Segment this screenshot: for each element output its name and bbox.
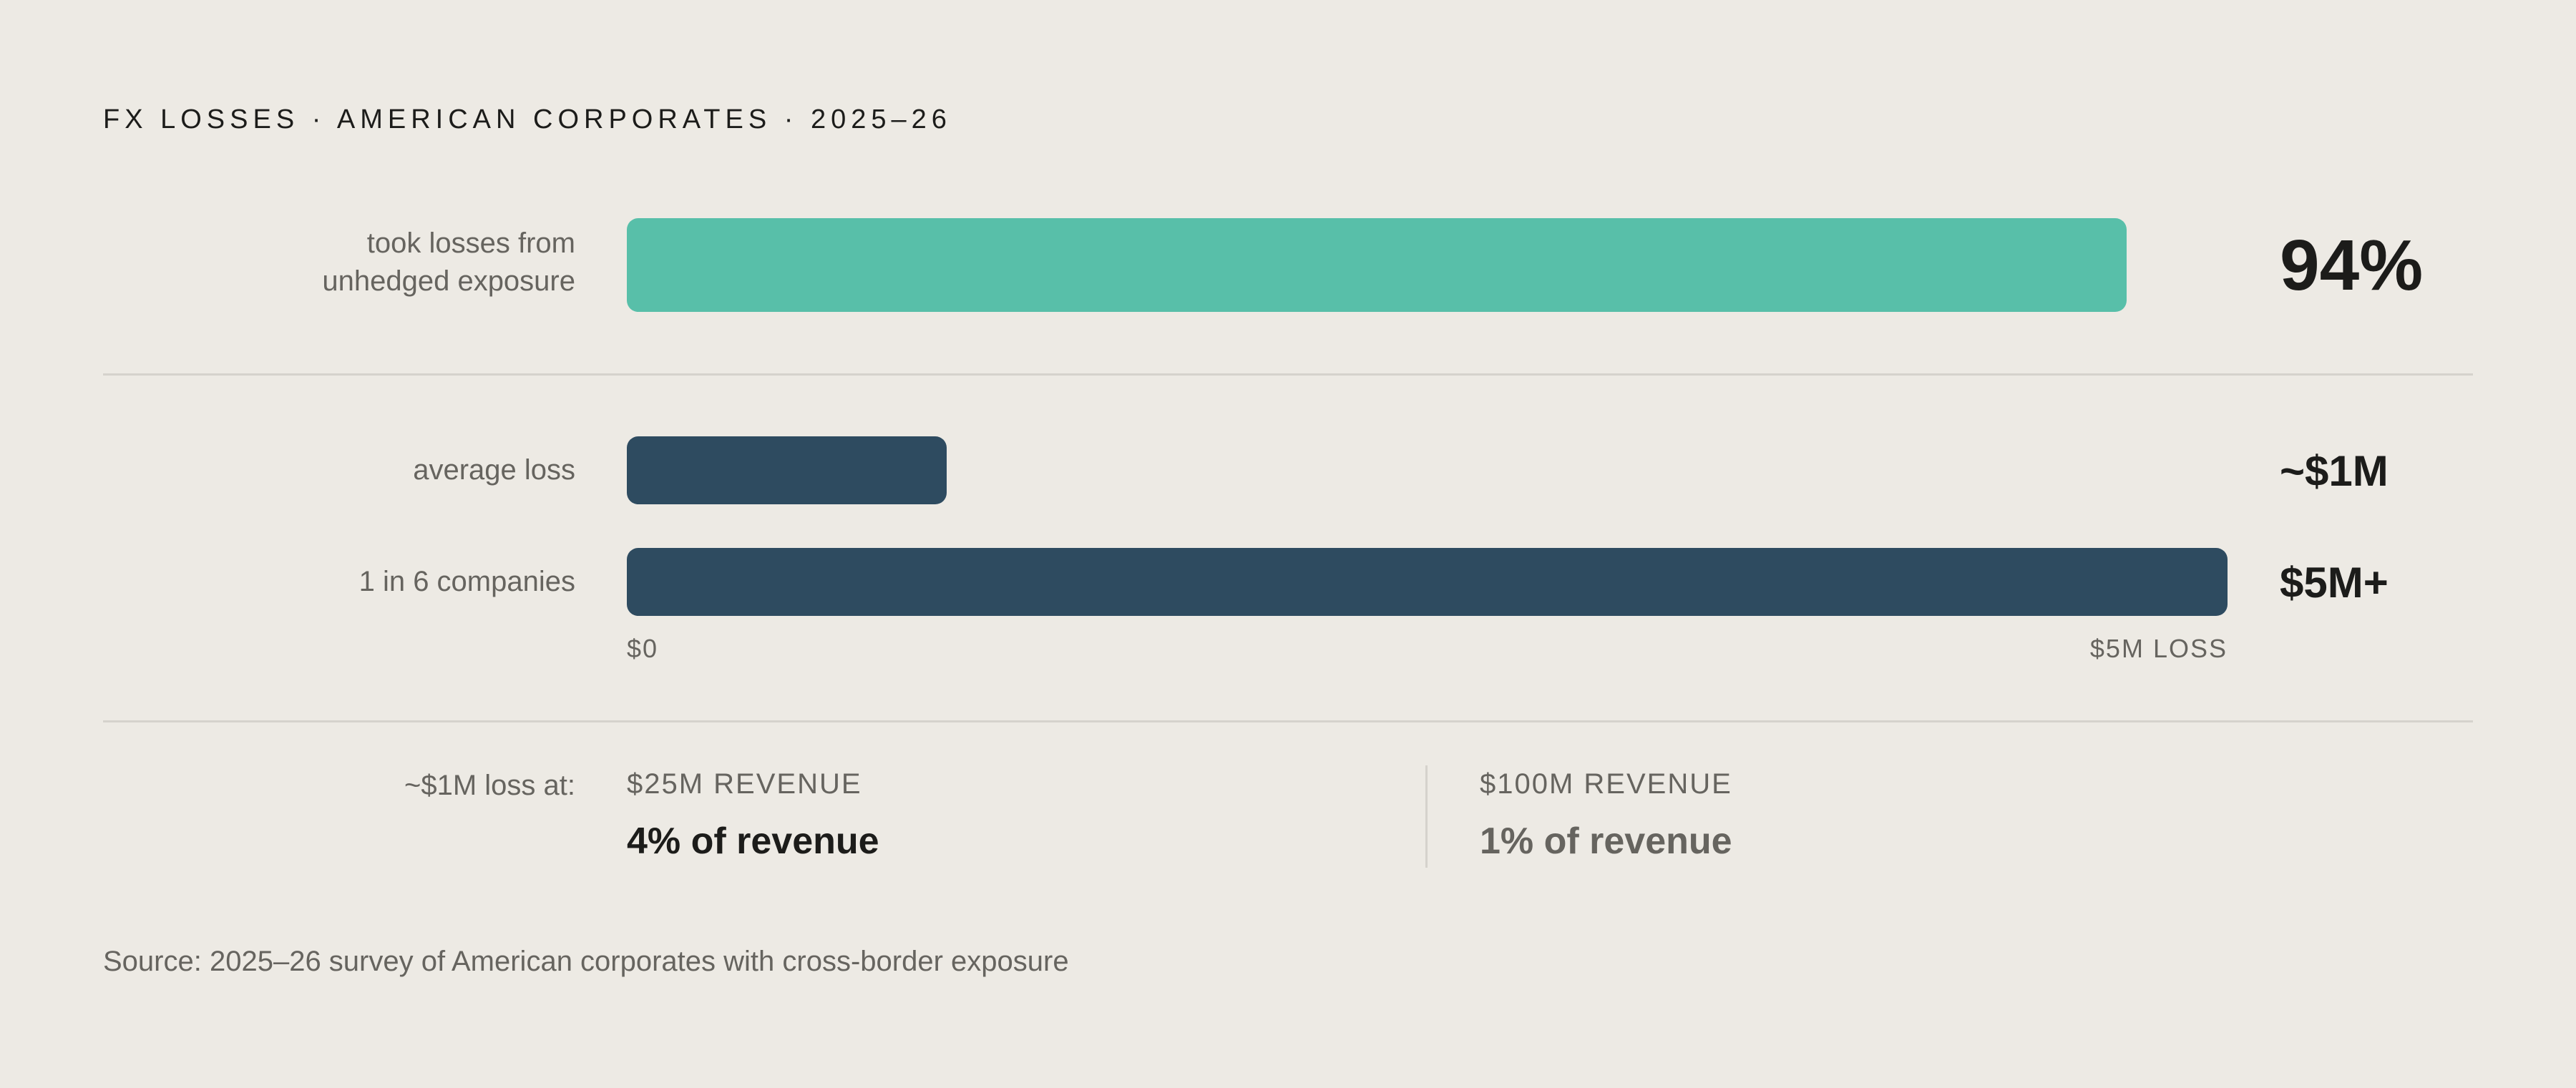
column-divider (1425, 765, 1428, 868)
pct-bar-label-line-2: unhedged exposure (322, 265, 575, 297)
one-in-six-label: 1 in 6 companies (358, 566, 575, 597)
axis-tick-max: $5M LOSS (2089, 634, 2228, 663)
chart-title: FX LOSSES · AMERICAN CORPORATES · 2025–2… (103, 104, 952, 134)
one-in-six-bar (627, 548, 2228, 616)
pct-value-label: 94% (2280, 225, 2424, 305)
revenue-col-1-heading: $25M REVENUE (627, 768, 862, 800)
pct-bar-label-line-1: took losses from (366, 227, 575, 259)
avg-loss-value-label: ~$1M (2280, 447, 2389, 495)
axis-tick-min: $0 (627, 634, 659, 663)
source-note: Source: 2025–26 survey of American corpo… (103, 946, 1069, 977)
divider (103, 373, 2473, 376)
revenue-col-2-heading: $100M REVENUE (1480, 768, 1732, 800)
avg-loss-bar (627, 436, 947, 504)
pct-bar-label: took losses from unhedged exposure (322, 225, 575, 300)
revenue-col-1-value: 4% of revenue (627, 820, 879, 862)
revenue-row-label: ~$1M loss at: (404, 770, 575, 801)
divider (103, 720, 2473, 722)
one-in-six-value-label: $5M+ (2280, 559, 2389, 607)
pct-bar (627, 218, 2127, 312)
revenue-col-2-value: 1% of revenue (1480, 820, 1732, 862)
avg-loss-label: average loss (413, 454, 575, 486)
